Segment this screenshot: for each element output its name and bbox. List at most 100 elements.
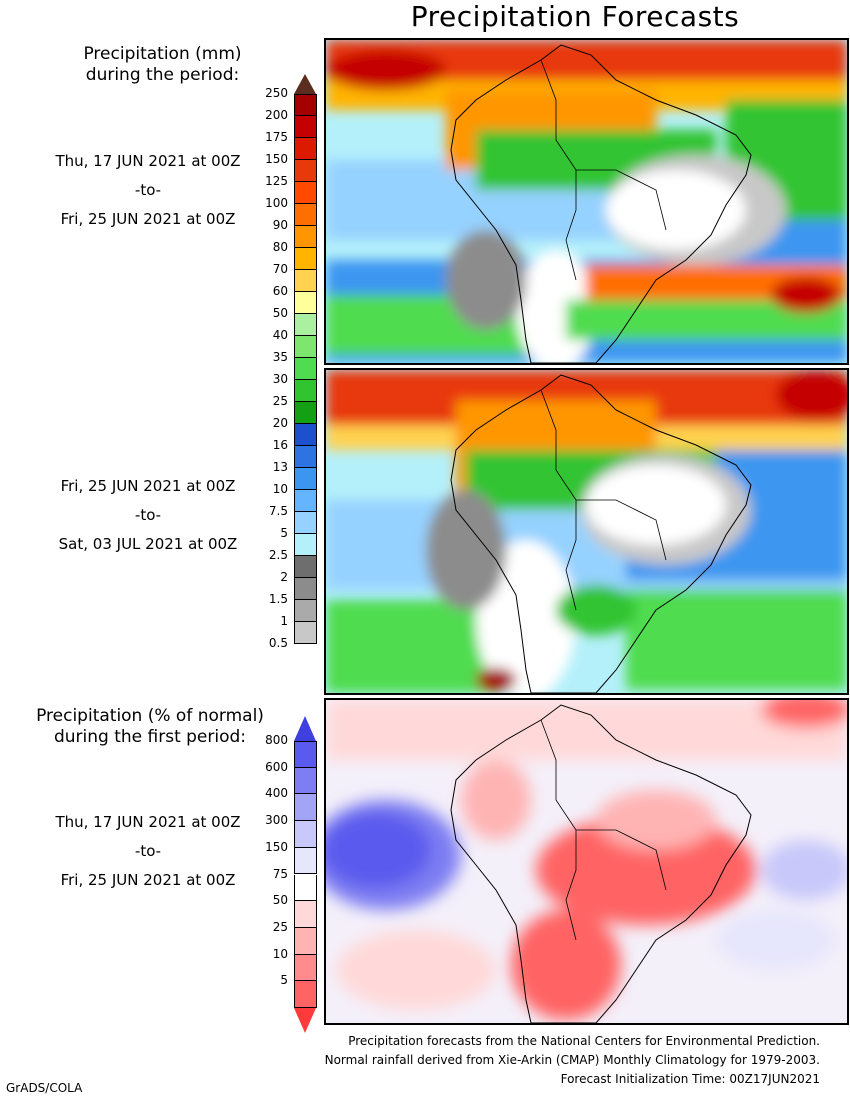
- period-1-end: Fri, 25 JUN 2021 at 00Z: [60, 210, 236, 228]
- period-3-separator: -to-: [134, 842, 162, 860]
- mm_legend-swatch: [294, 358, 317, 380]
- mm-legend-heading-line1: Precipitation (mm): [83, 44, 242, 64]
- mm_legend-tick-label: 35: [272, 350, 288, 364]
- precip-map-3-svg: [326, 700, 847, 1023]
- mm_legend-tick-label: 125: [265, 174, 288, 188]
- mm_legend-swatch: [294, 248, 317, 270]
- mm_legend-swatch: [294, 182, 317, 204]
- footnote-line-2: Normal rainfall derived from Xie-Arkin (…: [324, 1053, 820, 1067]
- mm_legend-swatch: [294, 600, 317, 622]
- pct_legend-tick-label: 25: [272, 919, 288, 934]
- mm_legend-tick-label: 150: [265, 152, 288, 166]
- mm_legend-swatch: [294, 336, 317, 358]
- pct_legend-tick-label: 75: [272, 866, 288, 881]
- mm_legend-tick-label: 200: [265, 108, 288, 122]
- mm_legend-swatch: [294, 116, 317, 138]
- mm_legend-tick-label: 2: [280, 570, 288, 584]
- precip-pct-normal-map: [324, 698, 849, 1025]
- mm_legend-tick-label: 5: [280, 526, 288, 540]
- mm_legend-tick-label: 13: [272, 460, 288, 474]
- pct-legend-heading-line1: Precipitation (% of normal): [36, 706, 264, 726]
- mm_legend-tick-label: 1.5: [268, 592, 288, 606]
- mm_legend-swatch: [294, 226, 317, 248]
- mm_legend-tick-label: 40: [272, 328, 288, 342]
- mm_legend-tick-label: 60: [272, 284, 288, 298]
- pct_legend-tick-label: 5: [280, 973, 288, 988]
- pct_legend-tick-label: 400: [265, 786, 288, 801]
- pct_legend-tick-label: 800: [265, 733, 288, 747]
- mm_legend-tick-label: 80: [272, 240, 288, 254]
- footnote-line-1: Precipitation forecasts from the Nationa…: [348, 1034, 820, 1048]
- mm_legend-swatch: [294, 556, 317, 578]
- mm_legend-swatch: [294, 160, 317, 182]
- period-2-start: Fri, 25 JUN 2021 at 00Z: [60, 477, 236, 495]
- mm_legend-bottom-arrow: [294, 644, 316, 664]
- mm_legend-tick-label: 50: [272, 306, 288, 320]
- mm_legend-tick-label: 90: [272, 218, 288, 232]
- period-2-separator: -to-: [134, 506, 162, 524]
- period-1-start: Thu, 17 JUN 2021 at 00Z: [55, 152, 241, 170]
- pct_legend-tick-label: 300: [265, 813, 288, 828]
- mm_legend-swatch: [294, 270, 317, 292]
- pct_legend-swatch: [294, 874, 317, 902]
- footnote-line-3: Forecast Initialization Time: 00Z17JUN20…: [560, 1072, 820, 1086]
- pct_legend-swatch: [294, 821, 317, 848]
- software-credit: GrADS/COLA: [6, 1081, 83, 1095]
- mm_legend-swatch: [294, 622, 317, 644]
- precip-map-2-svg: [326, 370, 847, 693]
- pct_legend-tick-label: 150: [265, 839, 288, 854]
- mm_legend-tick-label: 0.5: [268, 636, 288, 650]
- mm_legend-top-arrow: [294, 74, 316, 94]
- period-2-label: Fri, 25 JUN 2021 at 00Z -to- Sat, 03 JUL…: [28, 472, 268, 559]
- mm_legend-swatch: [294, 578, 317, 600]
- mm_legend-swatch: [294, 292, 317, 314]
- precip-map-period-2: [324, 368, 849, 695]
- period-2-end: Sat, 03 JUL 2021 at 00Z: [58, 535, 238, 553]
- pct_legend-swatch: [294, 741, 317, 768]
- pct-legend-heading-line2: during the first period:: [53, 727, 247, 747]
- pct_legend-swatch: [294, 901, 317, 928]
- precip-map-period-1: [324, 38, 849, 365]
- mm_legend-tick-label: 2.5: [268, 548, 288, 562]
- pct_legend-bottom-arrow: [294, 1008, 316, 1033]
- footnotes: Precipitation forecasts from the Nationa…: [220, 1032, 820, 1089]
- mm_legend-tick-label: 16: [272, 438, 288, 452]
- mm_legend-tick-label: 7.5: [268, 504, 288, 518]
- mm_legend-swatch: [294, 380, 317, 402]
- mm_legend-swatch: [294, 512, 317, 534]
- pct_legend-tick-label: 10: [272, 946, 288, 961]
- period-3-end: Fri, 25 JUN 2021 at 00Z: [60, 871, 236, 889]
- mm_legend-tick-label: 30: [272, 372, 288, 386]
- period-1-separator: -to-: [134, 181, 162, 199]
- mm_legend-swatch: [294, 534, 317, 556]
- pct_legend-swatch: [294, 847, 317, 875]
- mm_legend-swatch: [294, 94, 317, 116]
- pct_legend-swatch: [294, 954, 317, 982]
- mm_legend-tick-label: 100: [265, 196, 288, 210]
- period-3-label: Thu, 17 JUN 2021 at 00Z -to- Fri, 25 JUN…: [28, 808, 268, 895]
- mm_legend-tick-label: 20: [272, 416, 288, 430]
- period-1-label: Thu, 17 JUN 2021 at 00Z -to- Fri, 25 JUN…: [28, 147, 268, 234]
- mm_legend-swatch: [294, 204, 317, 226]
- mm_legend-swatch: [294, 490, 317, 512]
- mm_legend-swatch: [294, 424, 317, 446]
- mm_legend-tick-label: 175: [265, 130, 288, 144]
- period-3-start: Thu, 17 JUN 2021 at 00Z: [55, 813, 241, 831]
- pct_legend-top-arrow: [294, 716, 316, 741]
- mm-legend-heading-line2: during the period:: [85, 65, 240, 85]
- pct-legend-heading: Precipitation (% of normal) during the f…: [10, 706, 290, 748]
- mm-legend-heading: Precipitation (mm) during the period:: [40, 44, 285, 86]
- page-title: Precipitation Forecasts: [410, 0, 740, 33]
- mm_legend-tick-label: 70: [272, 262, 288, 276]
- pct_legend-swatch: [294, 927, 317, 955]
- mm_legend-swatch: [294, 402, 317, 424]
- mm_legend-swatch: [294, 314, 317, 336]
- mm_legend-tick-label: 25: [272, 394, 288, 408]
- pct_legend-swatch: [294, 767, 317, 795]
- mm_legend-swatch: [294, 468, 317, 490]
- mm_legend-tick-label: 1: [280, 614, 288, 628]
- mm_legend-swatch: [294, 446, 317, 468]
- pct_legend-tick-label: 50: [272, 893, 288, 908]
- pct_legend-swatch: [294, 981, 317, 1008]
- precip-map-1-svg: [326, 40, 847, 363]
